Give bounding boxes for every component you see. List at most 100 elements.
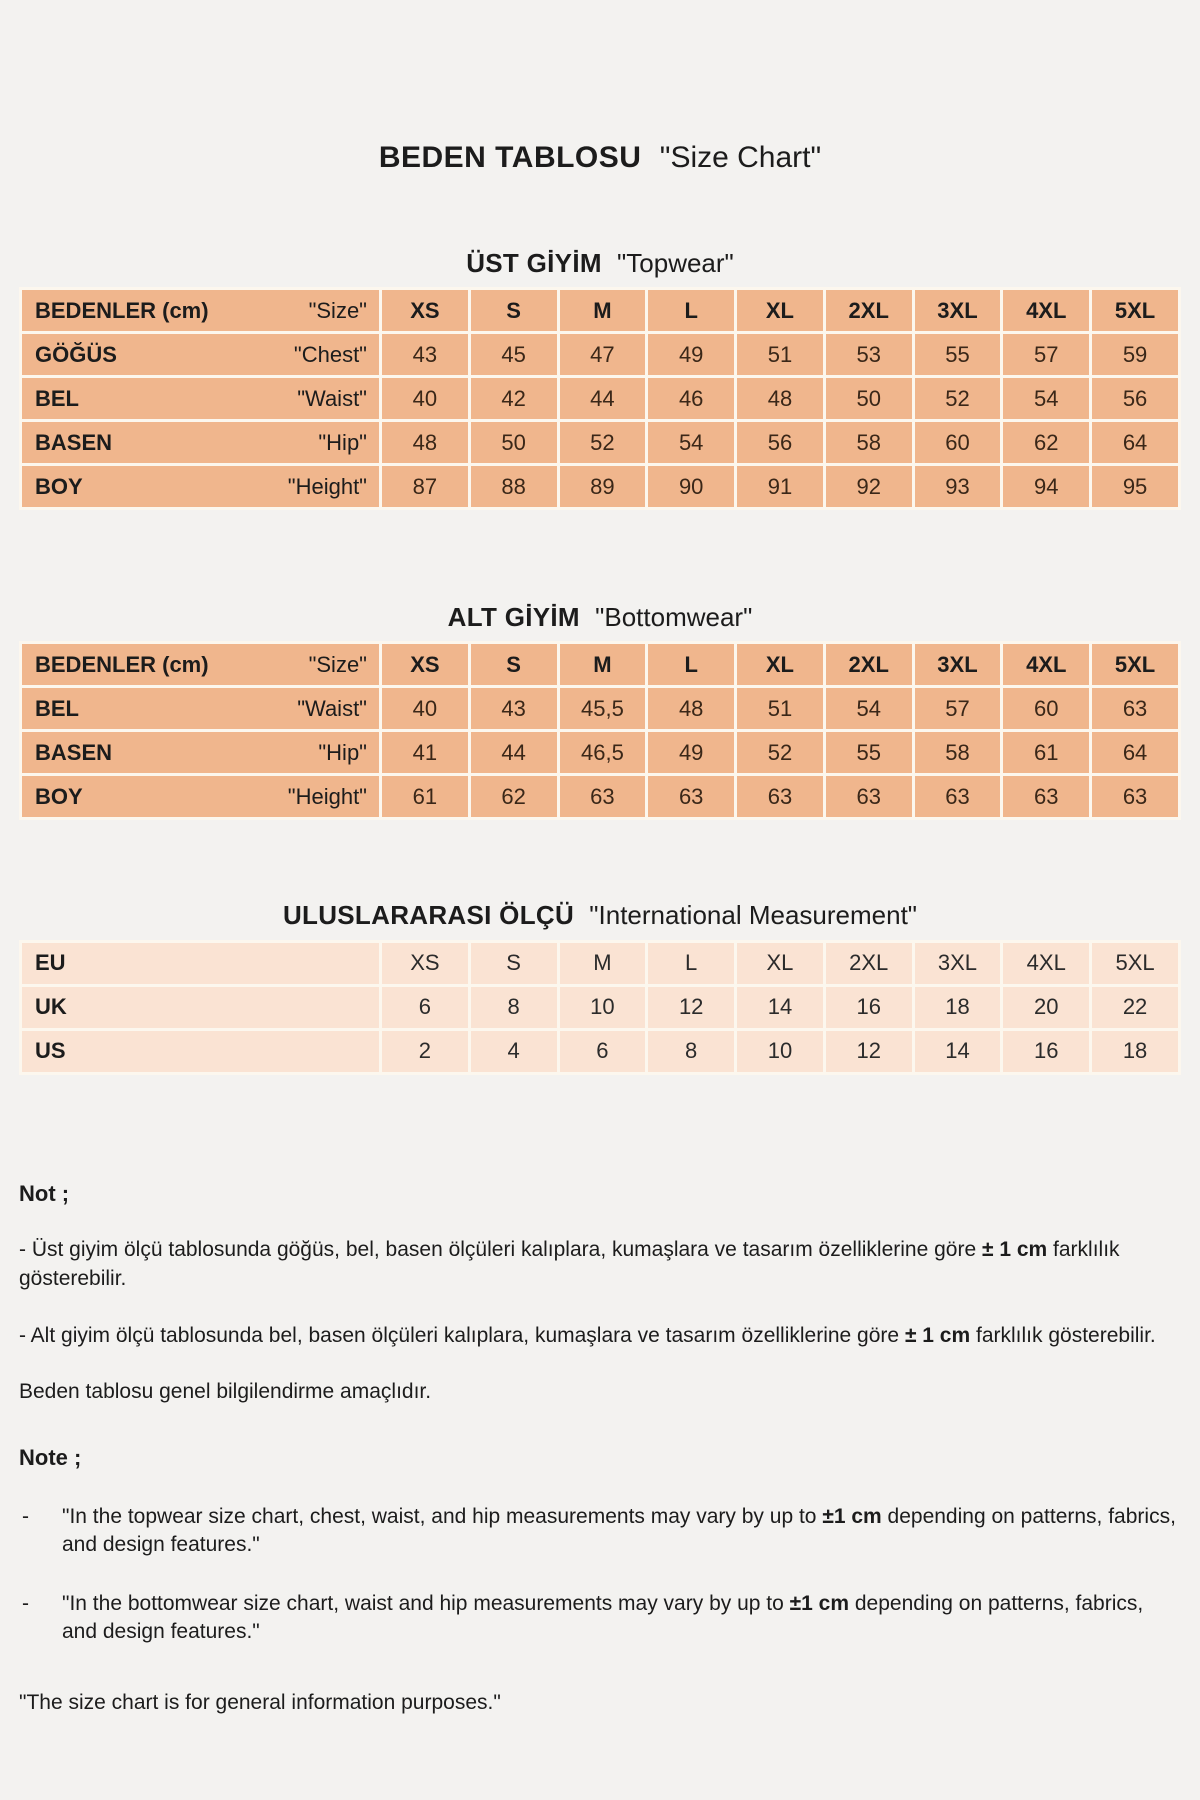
value-cell: 42 <box>470 378 557 420</box>
value-cell: 64 <box>1092 732 1178 774</box>
value-cell: 4XL <box>1003 942 1090 984</box>
value-cell: 49 <box>648 334 735 376</box>
row-label-cell: BEL "Waist" <box>22 688 379 730</box>
topwear-heading: ÜST GİYİM "Topwear" <box>19 248 1181 279</box>
value-cell: 41 <box>382 732 468 774</box>
size-header-cell: 3XL <box>914 290 1001 332</box>
row-label-cell: BASEN "Hip" <box>22 422 379 464</box>
row-label-cell: US <box>22 1030 379 1072</box>
row-label-cell: EU <box>22 942 379 984</box>
topwear-heading-turkish: ÜST GİYİM <box>466 248 602 278</box>
value-cell: 56 <box>1092 378 1178 420</box>
value-cell: 14 <box>914 1030 1001 1072</box>
international-section: ULUSLARARASI ÖLÇÜ "International Measure… <box>19 900 1181 1075</box>
value-cell: 63 <box>737 776 823 818</box>
table-row: BOY "Height" 87 88 89 90 91 92 93 94 95 <box>22 466 1178 508</box>
value-cell: 59 <box>1092 334 1178 376</box>
table-row: UK 6 8 10 12 14 16 18 20 22 <box>22 986 1178 1028</box>
page-title-english: "Size Chart" <box>659 141 822 174</box>
row-label-turkish: BEDENLER (cm) <box>35 651 209 677</box>
note-bullet-topwear-en-text: "In the topwear size chart, chest, waist… <box>62 1504 1176 1557</box>
row-label-cell: BOY "Height" <box>22 776 379 818</box>
row-label-english: "Height" <box>287 473 367 499</box>
size-header-cell: 4XL <box>1003 644 1090 686</box>
row-label-cell: UK <box>22 986 379 1028</box>
value-cell: 48 <box>648 688 735 730</box>
row-label-cell: GÖĞÜS "Chest" <box>22 334 379 376</box>
table-row: BEL "Waist" 40 42 44 46 48 50 52 54 56 <box>22 378 1178 420</box>
bullet-dash: - <box>22 1504 29 1528</box>
table-row: EU XS S M L XL 2XL 3XL 4XL 5XL <box>22 942 1178 984</box>
row-label-english: "Size" <box>308 297 367 323</box>
value-cell: L <box>648 942 735 984</box>
bottomwear-heading: ALT GİYİM "Bottomwear" <box>19 602 1181 633</box>
value-cell: 12 <box>648 986 735 1028</box>
value-cell: XS <box>382 942 468 984</box>
bullet-dash: - <box>22 1591 29 1615</box>
notes-english-heading: Note ; <box>19 1444 82 1470</box>
value-cell: 3XL <box>914 942 1001 984</box>
international-heading-english: "International Measurement" <box>589 900 918 931</box>
row-label-cell: BEL "Waist" <box>22 378 379 420</box>
row-label-turkish: BOY <box>35 473 83 499</box>
value-cell: 63 <box>914 776 1001 818</box>
value-cell: 48 <box>737 378 823 420</box>
value-cell: 63 <box>648 776 735 818</box>
value-cell: 47 <box>559 334 646 376</box>
value-cell: 49 <box>648 732 735 774</box>
value-cell: 45,5 <box>559 688 646 730</box>
note-bullet-bottomwear-en: - "In the bottomwear size chart, waist a… <box>19 1590 1181 1647</box>
value-cell: 8 <box>648 1030 735 1072</box>
topwear-section: ÜST GİYİM "Topwear" BEDENLER (cm) "Size" X… <box>19 248 1181 511</box>
row-label-turkish: UK <box>35 994 67 1020</box>
value-cell: 51 <box>737 688 823 730</box>
table-row: US 2 4 6 8 10 12 14 16 18 <box>22 1030 1178 1072</box>
value-cell: 62 <box>1003 422 1090 464</box>
value-cell: 60 <box>1003 688 1090 730</box>
size-header-cell: 5XL <box>1092 290 1178 332</box>
value-cell: 56 <box>737 422 823 464</box>
value-cell: 52 <box>737 732 823 774</box>
value-cell: 63 <box>1003 776 1090 818</box>
value-cell: S <box>470 942 557 984</box>
value-cell: 53 <box>825 334 912 376</box>
row-label-cell: BEDENLER (cm) "Size" <box>22 644 379 686</box>
size-header-cell: S <box>470 644 557 686</box>
bottomwear-table: BEDENLER (cm) "Size" XS S M L XL 2XL 3XL 4XL 5XL BE… <box>19 641 1181 821</box>
row-label-english: "Waist" <box>297 695 367 721</box>
size-header-cell: M <box>559 644 646 686</box>
value-cell: 61 <box>1003 732 1090 774</box>
row-label-cell: BOY "Height" <box>22 466 379 508</box>
row-label-turkish: BASEN <box>35 739 113 765</box>
value-cell: 95 <box>1092 466 1178 508</box>
table-row: BEDENLER (cm) "Size" XS S M L XL 2XL 3XL 4XL 5XL <box>22 290 1178 332</box>
value-cell: 62 <box>470 776 557 818</box>
value-cell: 63 <box>825 776 912 818</box>
value-cell: 90 <box>648 466 735 508</box>
value-cell: 18 <box>914 986 1001 1028</box>
value-cell: 18 <box>1092 1030 1178 1072</box>
value-cell: 20 <box>1003 986 1090 1028</box>
table-row: GÖĞÜS "Chest" 43 45 47 49 51 53 55 57 59 <box>22 334 1178 376</box>
table-row: BASEN "Hip" 41 44 46,5 49 52 55 58 61 64 <box>22 732 1178 774</box>
value-cell: 55 <box>914 334 1001 376</box>
page-title-turkish: BEDEN TABLOSU <box>378 141 642 174</box>
table-row: BEL "Waist" 40 43 45,5 48 51 54 57 60 63 <box>22 688 1178 730</box>
row-label-turkish: US <box>35 1038 66 1064</box>
row-label-cell: BASEN "Hip" <box>22 732 379 774</box>
value-cell: 54 <box>1003 378 1090 420</box>
value-cell: 12 <box>825 1030 912 1072</box>
table-row: BOY "Height" 61 62 63 63 63 63 63 63 63 <box>22 776 1178 818</box>
size-header-cell: XS <box>382 290 468 332</box>
row-label-turkish: BEL <box>35 695 79 721</box>
value-cell: 57 <box>914 688 1001 730</box>
value-cell: 46 <box>648 378 735 420</box>
bottomwear-heading-turkish: ALT GİYİM <box>447 602 580 633</box>
value-cell: 63 <box>1092 688 1178 730</box>
international-heading: ULUSLARARASI ÖLÇÜ "International Measure… <box>19 900 1181 931</box>
row-label-english: "Waist" <box>297 385 367 411</box>
value-cell: 44 <box>559 378 646 420</box>
value-cell: 22 <box>1092 986 1178 1028</box>
value-cell: 6 <box>559 1030 646 1072</box>
note-paragraph-topwear-tr: - Üst giyim ölçü tablosunda göğüs, bel, … <box>19 1238 1120 1291</box>
